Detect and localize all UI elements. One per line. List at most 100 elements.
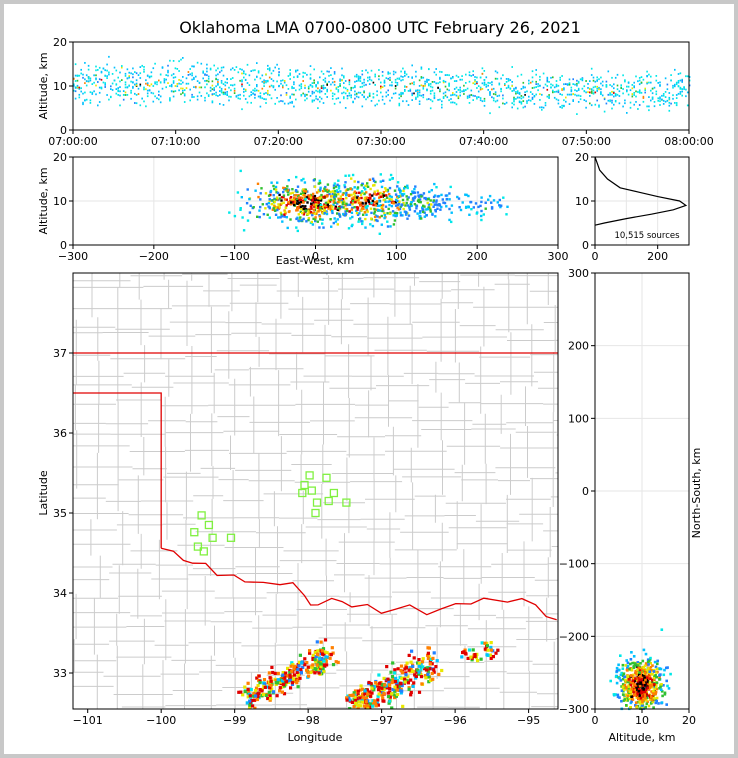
source-point (361, 85, 364, 88)
source-point (335, 86, 338, 89)
source-point (455, 74, 458, 77)
source-point (566, 83, 569, 86)
source-point (577, 101, 580, 103)
histogram-alt-ytick-label: 0 (582, 239, 589, 252)
source-point (272, 86, 275, 89)
source-point (552, 91, 554, 94)
source-point (191, 74, 193, 77)
source-point (439, 208, 442, 211)
source-point (363, 692, 367, 696)
source-point (224, 88, 227, 91)
source-point (198, 91, 201, 94)
source-point (280, 202, 283, 205)
source-point (487, 84, 489, 87)
source-point (318, 181, 322, 185)
source-point (387, 200, 390, 203)
source-point (150, 71, 153, 74)
source-point (363, 96, 365, 99)
source-point (406, 184, 409, 187)
source-point (633, 94, 635, 96)
eastwest-xtick-label: 300 (548, 250, 569, 263)
source-point (351, 199, 355, 203)
source-point (357, 220, 360, 223)
source-point (255, 676, 259, 680)
source-point (270, 181, 273, 184)
source-point (270, 202, 273, 206)
source-point (457, 197, 461, 200)
source-point (385, 77, 388, 79)
source-point (359, 76, 362, 78)
source-point (397, 685, 401, 689)
source-point (373, 215, 377, 219)
source-point (213, 87, 215, 89)
source-point (427, 203, 431, 206)
source-point (287, 102, 290, 105)
source-point (206, 67, 208, 70)
source-point (400, 676, 404, 680)
northsouth-ytick-label: 300 (568, 267, 589, 280)
source-point (373, 190, 376, 193)
source-point (299, 670, 303, 674)
source-point (658, 678, 661, 681)
source-point (250, 94, 252, 96)
source-point (405, 211, 408, 214)
source-point (200, 95, 203, 97)
source-point (100, 71, 103, 74)
source-point (565, 100, 567, 103)
source-point (413, 210, 417, 213)
source-point (254, 90, 256, 92)
source-point (246, 695, 250, 699)
source-point (336, 223, 339, 226)
source-point (308, 649, 312, 653)
source-point (350, 89, 352, 92)
source-point (403, 677, 407, 681)
source-point (638, 90, 641, 93)
source-point (76, 79, 79, 82)
source-point (207, 77, 210, 80)
source-point (378, 232, 381, 235)
source-point (453, 88, 456, 90)
source-point (653, 101, 656, 103)
source-point (607, 99, 610, 102)
source-point (180, 83, 182, 85)
source-point (347, 174, 351, 177)
source-point (371, 224, 375, 228)
source-point (143, 70, 145, 73)
source-point (331, 205, 334, 208)
source-point (259, 92, 262, 95)
source-point (213, 93, 215, 95)
source-point (296, 202, 299, 205)
source-point (134, 71, 136, 73)
source-point (361, 182, 364, 186)
source-point (76, 84, 79, 87)
source-point (196, 61, 199, 64)
source-point (420, 682, 424, 686)
source-point (456, 195, 459, 199)
source-point (400, 79, 402, 82)
source-point (488, 194, 492, 198)
source-point (323, 211, 326, 215)
source-point (646, 680, 650, 683)
source-point (459, 89, 461, 91)
source-point (410, 201, 413, 204)
source-point (374, 704, 378, 708)
source-point (282, 195, 285, 199)
source-point (267, 205, 270, 208)
source-point (344, 87, 347, 90)
source-point (672, 86, 674, 89)
source-point (300, 94, 303, 96)
latitude-ytick-label: 33 (53, 667, 67, 680)
source-point (313, 79, 315, 82)
source-point (516, 92, 519, 94)
source-point (563, 88, 565, 91)
source-point (396, 82, 399, 84)
source-point (322, 102, 325, 104)
source-point (305, 668, 309, 672)
source-point (100, 87, 103, 90)
source-point (265, 81, 267, 84)
northsouth-ytick-label: −300 (559, 703, 589, 716)
source-point (594, 103, 597, 106)
source-point (431, 81, 434, 83)
source-point (242, 229, 246, 232)
